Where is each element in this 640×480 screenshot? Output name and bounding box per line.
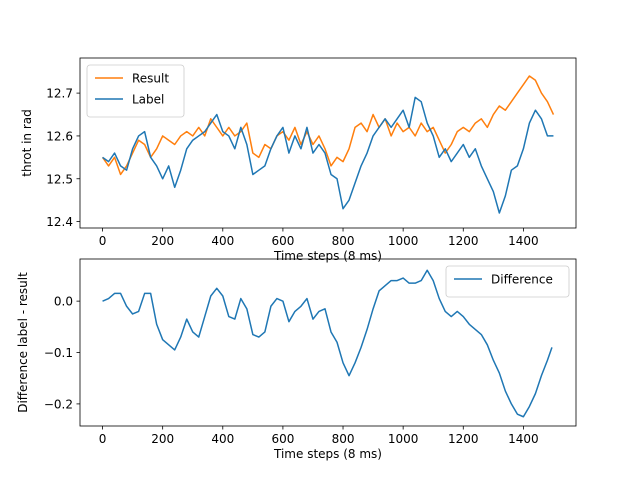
subplot-1: 0 200 400 600 800 1000 1200 1400 12.4 12.5 12.6 12.… [20, 57, 577, 263]
x-axis-label: Time steps (8 ms) [273, 249, 382, 263]
y-tick-label: 12.4 [46, 215, 73, 229]
x-tick-label: 400 [211, 432, 234, 446]
x-tick-label: 1000 [388, 234, 419, 248]
subplot-2: 0 200 400 600 800 1000 1200 1400 0.0 −0.1 −0.2 Time… [16, 258, 577, 461]
x-tick-label: 1200 [448, 432, 479, 446]
x-tick-label: 0 [99, 432, 107, 446]
x-tick-label: 800 [332, 432, 355, 446]
legend-label-difference: Difference [491, 273, 553, 287]
y-tick-label: −0.1 [44, 346, 73, 360]
x-tick-label: 1400 [508, 432, 539, 446]
series-line-difference [102, 269, 553, 418]
series-line-result [101, 75, 555, 176]
x-tick-label: 600 [271, 234, 294, 248]
legend-box [445, 265, 570, 298]
y-axis-label: Difference label - result [16, 272, 30, 413]
y-tick-label: −0.2 [44, 397, 73, 411]
x-tick-label: 600 [271, 432, 294, 446]
x-tick-label: 200 [151, 432, 174, 446]
plot-area [101, 75, 555, 214]
axes-frame [79, 258, 577, 427]
x-tick-label: 1200 [448, 234, 479, 248]
x-tick-label: 200 [151, 234, 174, 248]
y-tick-label: 12.6 [46, 129, 73, 143]
x-tick-label: 800 [332, 234, 355, 248]
series-line-label [102, 96, 554, 214]
legend-label-label: Label [132, 93, 164, 107]
plot-area [102, 269, 553, 418]
legend-label-result: Result [132, 72, 169, 86]
x-tick-label: 400 [211, 234, 234, 248]
y-tick-label: 0.0 [54, 295, 73, 309]
legend: Result Label [86, 64, 185, 118]
legend: Difference [445, 265, 570, 298]
x-axis-label: Time steps (8 ms) [273, 447, 382, 461]
y-tick-label: 12.5 [46, 172, 73, 186]
axes-frame [79, 57, 577, 229]
x-tick-label: 1000 [388, 432, 419, 446]
x-tick-label: 1400 [508, 234, 539, 248]
x-tick-label: 0 [99, 234, 107, 248]
y-tick-label: 12.7 [46, 87, 73, 101]
y-axis-label: throt in rad [20, 109, 34, 177]
